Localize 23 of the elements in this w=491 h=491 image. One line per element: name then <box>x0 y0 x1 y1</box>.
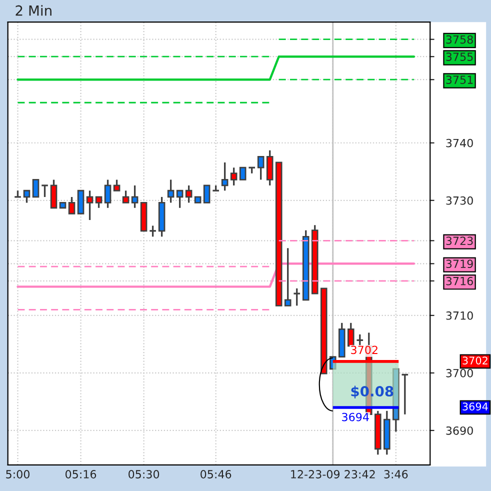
y-tick-label: 3723 <box>446 236 473 246</box>
y-tick-label: 3758 <box>446 35 473 44</box>
y-tick-label: 3710 <box>446 311 473 320</box>
y-tick-label: 3755 <box>446 52 473 61</box>
ref-line-label: 3694 <box>342 412 369 422</box>
x-tick-label: 12-23-09 23:42 <box>291 470 375 478</box>
y-tick-label: 3730 <box>446 196 473 205</box>
y-tick-label: 3740 <box>446 138 473 148</box>
chart-title: 2 Min <box>16 5 52 16</box>
x-tick-label: 05:16 <box>66 470 96 478</box>
ref-line-label: 3702 <box>351 346 378 354</box>
y-tick-label: 3716 <box>446 276 473 286</box>
x-tick-label: 5:00 <box>6 470 30 478</box>
band-label: $0.08 <box>351 386 394 398</box>
text: 3694 <box>462 402 488 410</box>
y-tick-label: 3751 <box>446 76 473 84</box>
y-tick-label: 3700 <box>446 368 473 378</box>
x-tick-label: 05:46 <box>200 470 232 478</box>
x-tick-label: 05:30 <box>128 470 160 478</box>
y-tick-label: 3690 <box>446 426 473 435</box>
text: 3702 <box>462 356 488 364</box>
y-tick-label: 3719 <box>446 260 473 268</box>
x-tick-label: 3:46 <box>384 470 408 478</box>
